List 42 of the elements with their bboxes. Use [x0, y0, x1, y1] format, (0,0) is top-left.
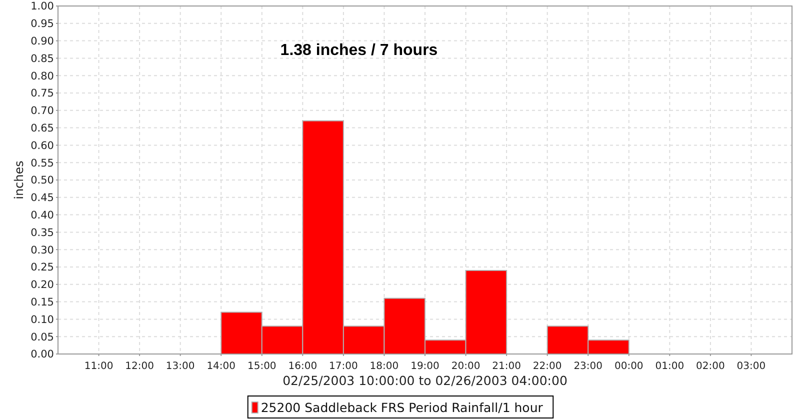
x-tick-label: 18:00 — [370, 361, 399, 372]
y-tick-label: 1.00 — [30, 0, 54, 13]
x-tick-label: 21:00 — [492, 361, 521, 372]
y-tick-label: 0.40 — [30, 209, 54, 222]
y-tick-label: 0.95 — [30, 18, 54, 30]
x-tick-label: 15:00 — [247, 361, 276, 372]
annotation: 1.38 inches / 7 hours — [280, 42, 438, 59]
y-tick-label: 0.20 — [30, 279, 54, 292]
x-tick-label: 02:00 — [696, 361, 725, 372]
y-tick-label: 0.10 — [30, 314, 54, 326]
x-tick-label: 23:00 — [574, 361, 603, 372]
y-axis-title: inches — [12, 160, 26, 200]
y-tick-label: 0.55 — [30, 157, 54, 170]
x-tick-label: 13:00 — [166, 361, 195, 372]
y-tick-label: 0.00 — [30, 348, 54, 361]
x-tick-label: 01:00 — [655, 361, 684, 372]
legend-label: 25200 Saddleback FRS Period Rainfall/1 hour — [260, 400, 544, 415]
x-tick-label: 16:00 — [288, 361, 318, 372]
x-tick-label: 14:00 — [206, 361, 236, 372]
x-tick-label: 11:00 — [84, 361, 114, 372]
y-tick-label: 0.90 — [30, 35, 54, 48]
x-tick-label: 00:00 — [614, 361, 644, 372]
y-tick-label: 0.30 — [30, 244, 54, 256]
y-tick-label: 0.85 — [30, 52, 54, 65]
x-tick-label: 19:00 — [410, 361, 440, 372]
y-tick-label: 0.05 — [30, 331, 54, 344]
y-tick-label: 0.80 — [30, 70, 54, 82]
y-tick-label: 0.25 — [30, 262, 54, 274]
x-tick-label: 17:00 — [329, 361, 358, 372]
y-tick-label: 0.50 — [30, 174, 54, 187]
y-tick-label: 0.65 — [30, 122, 54, 134]
y-tick-label: 0.15 — [30, 296, 54, 308]
y-tick-label: 0.35 — [30, 226, 54, 239]
y-tick-label: 0.45 — [30, 192, 54, 204]
x-tick-label: 20:00 — [451, 361, 480, 372]
x-tick-label: 03:00 — [736, 361, 766, 372]
x-axis-title: 02/25/2003 10:00:00 to 02/26/2003 04:00:00 — [282, 373, 568, 388]
y-tick-label: 0.75 — [30, 88, 54, 100]
y-tick-label: 0.60 — [30, 140, 54, 152]
x-tick-label: 22:00 — [532, 361, 562, 372]
y-tick-label: 0.70 — [30, 105, 54, 118]
x-tick-label: 12:00 — [125, 361, 154, 372]
